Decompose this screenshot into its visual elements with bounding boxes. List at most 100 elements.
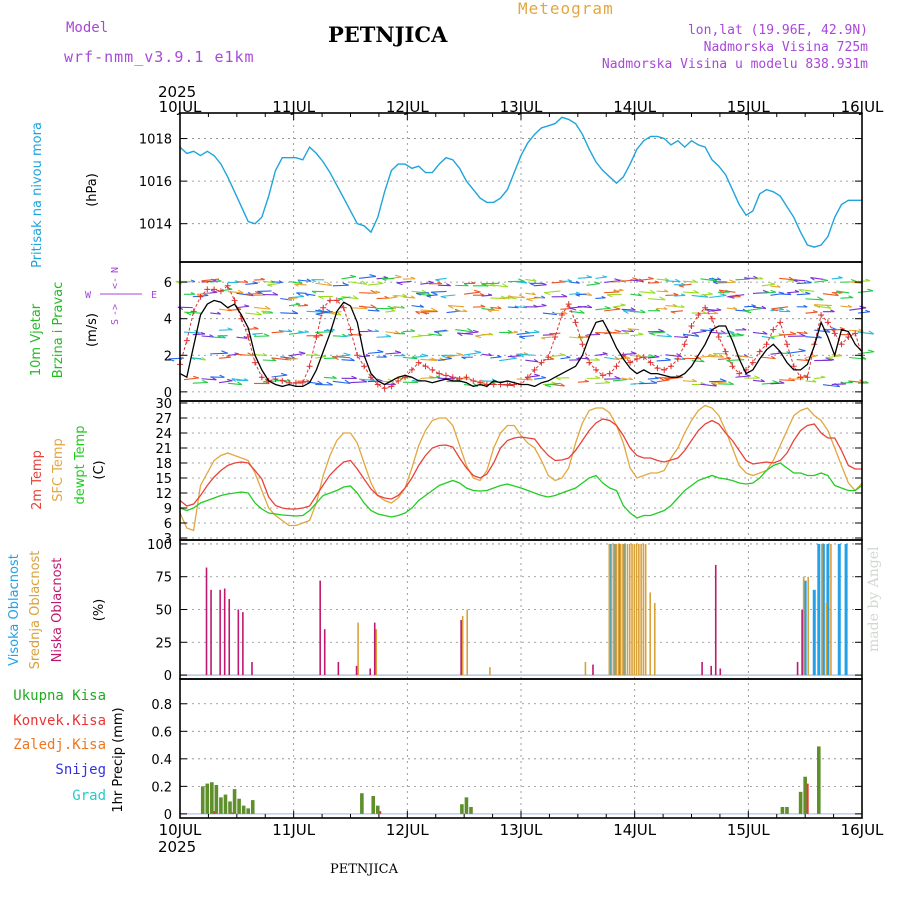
wind-arrow: [639, 382, 657, 385]
wind-arrow-head: [835, 290, 841, 295]
gust-marker: [763, 341, 770, 348]
gust-marker: [790, 363, 797, 370]
wind-arrow-head: [761, 305, 767, 310]
wind-arrow: [490, 306, 502, 310]
wind-arrow: [551, 383, 565, 387]
gust-marker: [545, 354, 552, 361]
wind-arrow-head: [264, 305, 271, 310]
wind-arrow-head: [168, 358, 175, 362]
wind-arrow-head: [699, 359, 705, 363]
wind-arrow: [332, 356, 351, 359]
wind-arrow: [779, 333, 797, 336]
x-tick-label-top: 16JUL: [841, 98, 884, 116]
gust-marker: [217, 288, 224, 295]
wind-arrow: [779, 293, 792, 296]
wind-arrow: [245, 312, 262, 316]
wind-arrow-head: [471, 281, 476, 285]
cloud-mid-label: Srednja Oblacnost: [28, 551, 43, 670]
wind-arrow: [665, 354, 682, 358]
wind-arrow-head: [361, 280, 368, 285]
wind-arrow: [700, 293, 713, 296]
wind-arrow-head: [638, 332, 644, 335]
meteogram-label: Meteogram: [518, 0, 614, 18]
wind-arrow: [656, 307, 668, 310]
gust-marker: [490, 381, 497, 388]
gust-marker: [627, 359, 634, 366]
wind-arrow: [402, 278, 416, 280]
precip-total-bar: [780, 806, 785, 814]
year-top: 2025: [158, 83, 197, 101]
gust-marker: [340, 304, 347, 311]
y-tick-label: 0.2: [151, 780, 172, 795]
wind-arrow-head: [311, 279, 317, 283]
gust-marker: [354, 352, 361, 359]
wind-arrow: [367, 309, 380, 312]
cloud-mid-bar: [644, 543, 647, 676]
wind-arrow-head: [619, 288, 624, 291]
cloud-high-bar: [817, 543, 821, 676]
wind-arrow: [674, 294, 686, 297]
wind-arrow-head: [533, 329, 540, 333]
wind-arrow: [595, 353, 608, 357]
gust-marker: [279, 377, 286, 384]
wind-arrow: [604, 331, 622, 335]
station-title: PETNJICA: [328, 22, 448, 47]
wind-arrow: [682, 333, 699, 337]
wind-arrow: [306, 354, 319, 356]
precip-total-bar: [205, 783, 210, 814]
wind-arrow: [630, 354, 642, 358]
wind-arrow: [431, 290, 447, 293]
wind-arrow-head: [332, 375, 337, 379]
wind-arrow-head: [606, 294, 613, 298]
wind-arrow: [656, 359, 671, 362]
wind-arrow-head: [831, 327, 837, 330]
cloud-mid-bar: [825, 602, 828, 676]
wind-arrow: [682, 291, 699, 294]
gust-marker: [824, 319, 831, 326]
precip-conv-bar: [806, 783, 809, 814]
wind-arrow-head: [541, 337, 546, 340]
gust-marker: [361, 363, 368, 370]
dir-s: S: [110, 319, 121, 325]
wind-arrow: [656, 278, 669, 281]
wind-arrow: [630, 279, 644, 283]
wind-arrow-head: [718, 354, 724, 358]
wind-arrow-head: [812, 379, 817, 383]
wind-arrow: [210, 352, 228, 355]
precip-conv-bar: [231, 812, 234, 814]
wind-arrow: [420, 282, 434, 285]
wind-arrow-head: [555, 377, 561, 381]
wind-arrow: [544, 382, 561, 386]
wind-arrow: [728, 294, 745, 298]
footer-station: PETNJICA: [330, 862, 398, 877]
wind-arrow: [262, 359, 277, 362]
wind-arrow: [771, 306, 789, 310]
wind-arrow: [691, 294, 708, 298]
text-layer: 10JUL 10JUL 11JUL 11JUL 12JUL 12JUL 13JUL 13JUL…: [7, 98, 884, 839]
wind-arrow-head: [304, 303, 309, 306]
wind-arrow: [621, 308, 636, 311]
wind-arrow-head: [267, 284, 273, 287]
precip-total-bar: [232, 789, 237, 814]
wind-arrow: [218, 380, 233, 384]
precip-total-bar: [237, 798, 241, 814]
wind-arrow-head: [461, 356, 466, 360]
wind-arrow: [647, 356, 660, 359]
wind-arrow: [429, 333, 442, 337]
y-tick-label: 100: [147, 538, 172, 553]
gust-marker: [524, 374, 531, 381]
wind-arrow-head: [387, 378, 394, 383]
x-tick-label-top: 12JUL: [386, 98, 429, 116]
wind-arrow-head: [691, 378, 697, 383]
wind-arrow-head: [561, 310, 568, 315]
wind-arrow-head: [392, 306, 397, 310]
wind-arrow-head: [804, 357, 809, 362]
wind-arrow: [604, 279, 621, 283]
wind-arrow-head: [392, 295, 398, 298]
precip-legend-0: Ukupna Kisa: [13, 688, 106, 704]
wind-arrow: [455, 328, 473, 333]
wind-arrow-head: [252, 281, 258, 284]
wind-arrow-head: [377, 349, 384, 353]
wind-arrow-head: [640, 309, 646, 314]
wind-arrow-head: [665, 357, 671, 361]
